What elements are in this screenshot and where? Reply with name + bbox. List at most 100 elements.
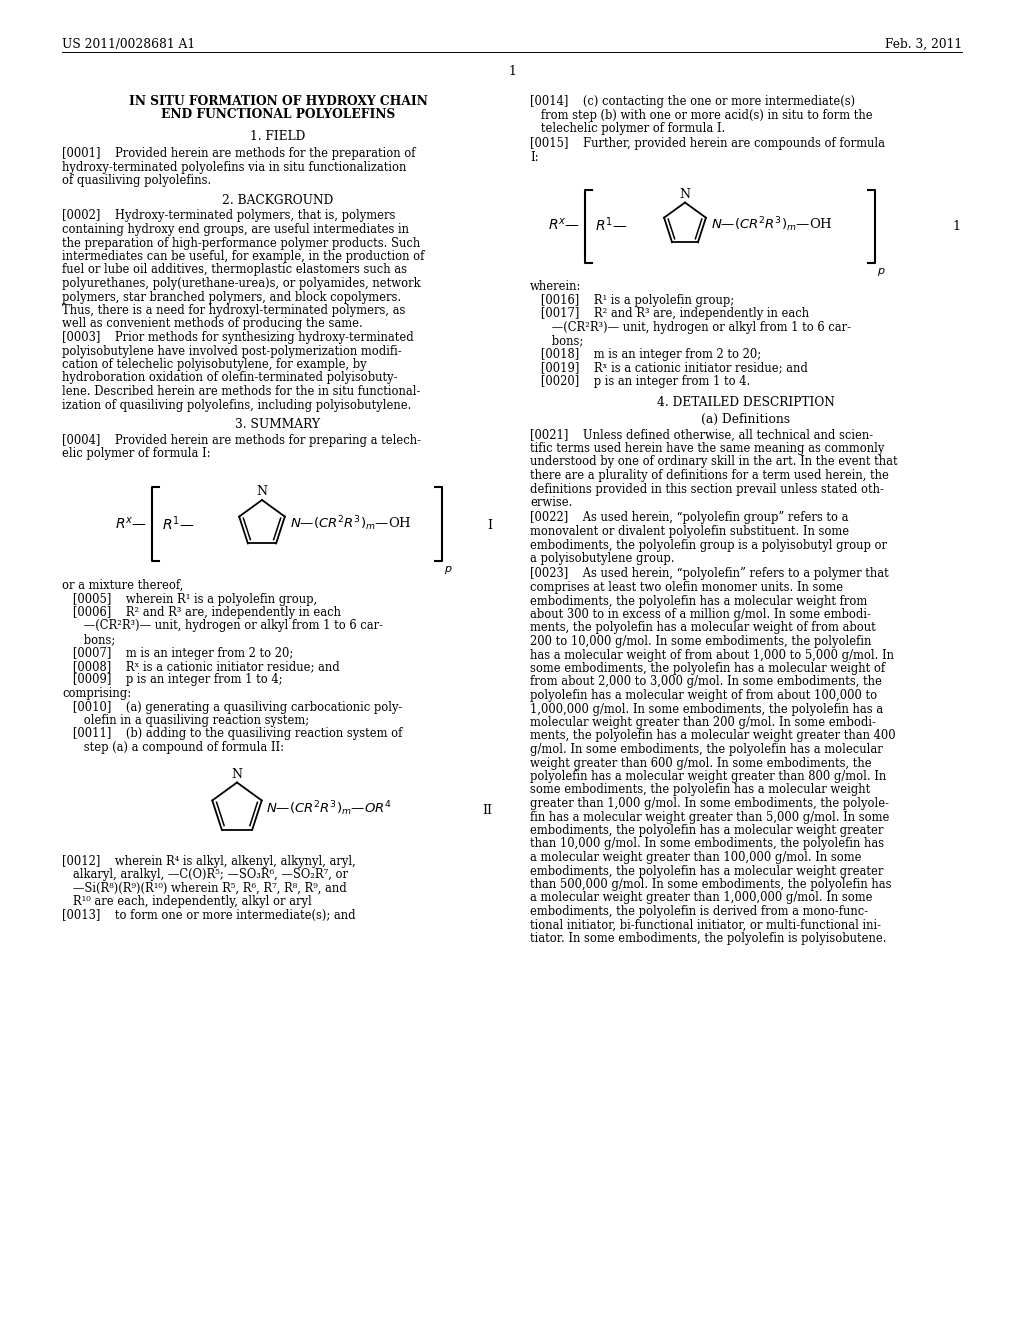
Text: [0012]    wherein R⁴ is alkyl, alkenyl, alkynyl, aryl,: [0012] wherein R⁴ is alkyl, alkenyl, alk…	[62, 854, 355, 867]
Text: [0007]    m is an integer from 2 to 20;: [0007] m is an integer from 2 to 20;	[62, 647, 293, 660]
Text: $p$: $p$	[444, 564, 453, 576]
Text: [0003]    Prior methods for synthesizing hydroxy-terminated: [0003] Prior methods for synthesizing hy…	[62, 331, 414, 345]
Text: definitions provided in this section prevail unless stated oth-: definitions provided in this section pre…	[530, 483, 884, 495]
Text: a polyisobutylene group.: a polyisobutylene group.	[530, 552, 675, 565]
Text: [0009]    p is an integer from 1 to 4;: [0009] p is an integer from 1 to 4;	[62, 673, 283, 686]
Text: hydroboration oxidation of olefin-terminated polyisobuty-: hydroboration oxidation of olefin-termin…	[62, 371, 397, 384]
Text: fin has a molecular weight greater than 5,000 g/mol. In some: fin has a molecular weight greater than …	[530, 810, 890, 824]
Text: containing hydroxy end groups, are useful intermediates in: containing hydroxy end groups, are usefu…	[62, 223, 409, 236]
Text: from step (b) with one or more acid(s) in situ to form the: from step (b) with one or more acid(s) i…	[530, 108, 872, 121]
Text: monovalent or divalent polyolefin substituent. In some: monovalent or divalent polyolefin substi…	[530, 525, 849, 539]
Text: —(CR²R³)— unit, hydrogen or alkyl from 1 to 6 car-: —(CR²R³)— unit, hydrogen or alkyl from 1…	[62, 619, 383, 632]
Text: 3. SUMMARY: 3. SUMMARY	[236, 418, 321, 432]
Text: (a) Definitions: (a) Definitions	[701, 412, 791, 425]
Text: erwise.: erwise.	[530, 496, 572, 510]
Text: [0014]    (c) contacting the one or more intermediate(s): [0014] (c) contacting the one or more in…	[530, 95, 855, 108]
Text: weight greater than 600 g/mol. In some embodiments, the: weight greater than 600 g/mol. In some e…	[530, 756, 871, 770]
Text: [0004]    Provided herein are methods for preparing a telech-: [0004] Provided herein are methods for p…	[62, 434, 421, 447]
Text: [0022]    As used herein, “polyolefin group” refers to a: [0022] As used herein, “polyolefin group…	[530, 511, 849, 524]
Text: g/mol. In some embodiments, the polyolefin has a molecular: g/mol. In some embodiments, the polyolef…	[530, 743, 883, 756]
Text: [0016]    R¹ is a polyolefin group;: [0016] R¹ is a polyolefin group;	[530, 294, 734, 308]
Text: $p$: $p$	[877, 265, 886, 277]
Text: ments, the polyolefin has a molecular weight greater than 400: ments, the polyolefin has a molecular we…	[530, 730, 896, 742]
Text: there are a plurality of definitions for a term used herein, the: there are a plurality of definitions for…	[530, 469, 889, 482]
Text: the preparation of high-performance polymer products. Such: the preparation of high-performance poly…	[62, 236, 420, 249]
Text: $N$—$(CR^{2}R^{3})_{m}$—OH: $N$—$(CR^{2}R^{3})_{m}$—OH	[711, 215, 833, 234]
Text: wherein:: wherein:	[530, 281, 582, 293]
Text: 1. FIELD: 1. FIELD	[250, 129, 306, 143]
Text: embodiments, the polyolefin is derived from a mono-func-: embodiments, the polyolefin is derived f…	[530, 906, 868, 917]
Text: alkaryl, aralkyl, —C(O)R⁵; —SO₃R⁶, —SO₂R⁷, or: alkaryl, aralkyl, —C(O)R⁵; —SO₃R⁶, —SO₂R…	[62, 869, 348, 880]
Text: $R^{x}$—: $R^{x}$—	[115, 516, 147, 532]
Text: olefin in a quasiliving reaction system;: olefin in a quasiliving reaction system;	[62, 714, 309, 727]
Text: about 300 to in excess of a million g/mol. In some embodi-: about 300 to in excess of a million g/mo…	[530, 609, 870, 620]
Text: [0010]    (a) generating a quasiliving carbocationic poly-: [0010] (a) generating a quasiliving carb…	[62, 701, 402, 714]
Text: ments, the polyolefin has a molecular weight of from about: ments, the polyolefin has a molecular we…	[530, 622, 876, 635]
Text: $R^{1}$—: $R^{1}$—	[162, 515, 195, 533]
Text: fuel or lube oil additives, thermoplastic elastomers such as: fuel or lube oil additives, thermoplasti…	[62, 264, 407, 276]
Text: tional initiator, bi-functional initiator, or multi-functional ini-: tional initiator, bi-functional initiato…	[530, 919, 881, 932]
Text: END FUNCTIONAL POLYOLEFINS: END FUNCTIONAL POLYOLEFINS	[161, 108, 395, 121]
Text: 200 to 10,000 g/mol. In some embodiments, the polyolefin: 200 to 10,000 g/mol. In some embodiments…	[530, 635, 871, 648]
Text: [0018]    m is an integer from 2 to 20;: [0018] m is an integer from 2 to 20;	[530, 348, 761, 360]
Text: [0013]    to form one or more intermediate(s); and: [0013] to form one or more intermediate(…	[62, 908, 355, 921]
Text: or a mixture thereof,: or a mixture thereof,	[62, 579, 183, 591]
Text: than 500,000 g/mol. In some embodiments, the polyolefin has: than 500,000 g/mol. In some embodiments,…	[530, 878, 892, 891]
Text: [0008]    Rˣ is a cationic initiator residue; and: [0008] Rˣ is a cationic initiator residu…	[62, 660, 340, 673]
Text: telechelic polymer of formula I.: telechelic polymer of formula I.	[530, 121, 725, 135]
Text: $N$—$(CR^{2}R^{3})_{m}$—OH: $N$—$(CR^{2}R^{3})_{m}$—OH	[290, 515, 412, 533]
Text: elic polymer of formula I:: elic polymer of formula I:	[62, 447, 211, 461]
Text: [0011]    (b) adding to the quasiliving reaction system of: [0011] (b) adding to the quasiliving rea…	[62, 727, 402, 741]
Text: polyisobutylene have involved post-polymerization modifi-: polyisobutylene have involved post-polym…	[62, 345, 401, 358]
Text: bons;: bons;	[62, 634, 116, 645]
Text: some embodiments, the polyolefin has a molecular weight of: some embodiments, the polyolefin has a m…	[530, 663, 885, 675]
Text: [0020]    p is an integer from 1 to 4.: [0020] p is an integer from 1 to 4.	[530, 375, 751, 388]
Text: [0021]    Unless defined otherwise, all technical and scien-: [0021] Unless defined otherwise, all tec…	[530, 429, 873, 441]
Text: —(CR²R³)— unit, hydrogen or alkyl from 1 to 6 car-: —(CR²R³)— unit, hydrogen or alkyl from 1…	[530, 321, 851, 334]
Text: [0005]    wherein R¹ is a polyolefin group,: [0005] wherein R¹ is a polyolefin group,	[62, 593, 317, 606]
Text: Thus, there is a need for hydroxyl-terminated polymers, as: Thus, there is a need for hydroxyl-termi…	[62, 304, 406, 317]
Text: comprises at least two olefin monomer units. In some: comprises at least two olefin monomer un…	[530, 581, 843, 594]
Text: polyolefin has a molecular weight of from about 100,000 to: polyolefin has a molecular weight of fro…	[530, 689, 878, 702]
Text: embodiments, the polyolefin group is a polyisobutyl group or: embodiments, the polyolefin group is a p…	[530, 539, 887, 552]
Text: a molecular weight greater than 100,000 g/mol. In some: a molecular weight greater than 100,000 …	[530, 851, 861, 865]
Text: embodiments, the polyolefin has a molecular weight greater: embodiments, the polyolefin has a molecu…	[530, 865, 884, 878]
Text: has a molecular weight of from about 1,000 to 5,000 g/mol. In: has a molecular weight of from about 1,0…	[530, 648, 894, 661]
Text: US 2011/0028681 A1: US 2011/0028681 A1	[62, 38, 196, 51]
Text: I:: I:	[530, 150, 539, 164]
Text: tific terms used herein have the same meaning as commonly: tific terms used herein have the same me…	[530, 442, 885, 455]
Text: I: I	[487, 519, 492, 532]
Text: $N$—$(CR^{2}R^{3})_{m}$—$OR^{4}$: $N$—$(CR^{2}R^{3})_{m}$—$OR^{4}$	[266, 799, 392, 818]
Text: polyurethanes, poly(urethane-urea)s, or polyamides, network: polyurethanes, poly(urethane-urea)s, or …	[62, 277, 421, 290]
Text: 1,000,000 g/mol. In some embodiments, the polyolefin has a: 1,000,000 g/mol. In some embodiments, th…	[530, 702, 883, 715]
Text: polyolefin has a molecular weight greater than 800 g/mol. In: polyolefin has a molecular weight greate…	[530, 770, 886, 783]
Text: tiator. In some embodiments, the polyolefin is polyisobutene.: tiator. In some embodiments, the polyole…	[530, 932, 887, 945]
Text: embodiments, the polyolefin has a molecular weight from: embodiments, the polyolefin has a molecu…	[530, 594, 867, 607]
Text: greater than 1,000 g/mol. In some embodiments, the polyole-: greater than 1,000 g/mol. In some embodi…	[530, 797, 889, 810]
Text: some embodiments, the polyolefin has a molecular weight: some embodiments, the polyolefin has a m…	[530, 784, 870, 796]
Text: lene. Described herein are methods for the in situ functional-: lene. Described herein are methods for t…	[62, 385, 421, 399]
Text: II: II	[482, 804, 492, 817]
Text: intermediates can be useful, for example, in the production of: intermediates can be useful, for example…	[62, 249, 424, 263]
Text: ization of quasiliving polyolefins, including polyisobutylene.: ization of quasiliving polyolefins, incl…	[62, 399, 412, 412]
Text: embodiments, the polyolefin has a molecular weight greater: embodiments, the polyolefin has a molecu…	[530, 824, 884, 837]
Text: well as convenient methods of producing the same.: well as convenient methods of producing …	[62, 318, 362, 330]
Text: N: N	[680, 189, 690, 202]
Text: bons;: bons;	[530, 334, 584, 347]
Text: 1: 1	[508, 65, 516, 78]
Text: of quasiliving polyolefins.: of quasiliving polyolefins.	[62, 174, 211, 187]
Text: a molecular weight greater than 1,000,000 g/mol. In some: a molecular weight greater than 1,000,00…	[530, 891, 872, 904]
Text: 2. BACKGROUND: 2. BACKGROUND	[222, 194, 334, 206]
Text: comprising:: comprising:	[62, 686, 131, 700]
Text: [0023]    As used herein, “polyolefin” refers to a polymer that: [0023] As used herein, “polyolefin” refe…	[530, 568, 889, 581]
Text: N: N	[231, 768, 243, 781]
Text: Feb. 3, 2011: Feb. 3, 2011	[885, 38, 962, 51]
Text: —Si(R⁸)(R⁹)(R¹⁰) wherein R⁵, R⁶, R⁷, R⁸, R⁹, and: —Si(R⁸)(R⁹)(R¹⁰) wherein R⁵, R⁶, R⁷, R⁸,…	[62, 882, 347, 895]
Text: than 10,000 g/mol. In some embodiments, the polyolefin has: than 10,000 g/mol. In some embodiments, …	[530, 837, 884, 850]
Text: $R^{x}$—: $R^{x}$—	[548, 216, 580, 232]
Text: hydroxy-terminated polyolefins via in situ functionalization: hydroxy-terminated polyolefins via in si…	[62, 161, 407, 173]
Text: understood by one of ordinary skill in the art. In the event that: understood by one of ordinary skill in t…	[530, 455, 898, 469]
Text: [0015]    Further, provided herein are compounds of formula: [0015] Further, provided herein are comp…	[530, 137, 885, 150]
Text: [0002]    Hydroxy-terminated polymers, that is, polymers: [0002] Hydroxy-terminated polymers, that…	[62, 210, 395, 223]
Text: $R^{1}$—: $R^{1}$—	[595, 215, 628, 234]
